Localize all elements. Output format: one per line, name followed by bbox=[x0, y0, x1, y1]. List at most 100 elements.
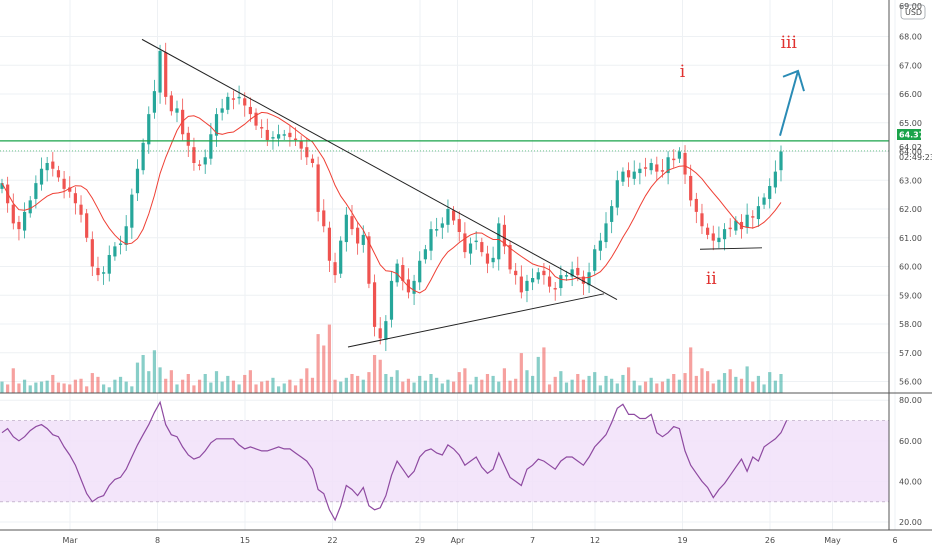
candle bbox=[418, 251, 422, 291]
volume-bar bbox=[694, 375, 698, 393]
candle bbox=[350, 204, 354, 236]
volume-bar bbox=[389, 376, 394, 393]
candle bbox=[118, 235, 123, 255]
volume-bar bbox=[779, 374, 783, 393]
volume-bar bbox=[689, 347, 693, 393]
time-tick-label: 12 bbox=[590, 536, 600, 545]
candle bbox=[717, 226, 721, 249]
candle bbox=[768, 178, 772, 209]
candle bbox=[164, 42, 168, 105]
candle bbox=[694, 192, 698, 224]
candle bbox=[39, 157, 44, 191]
arrow-head-icon bbox=[782, 69, 805, 92]
candle bbox=[570, 261, 574, 287]
candle bbox=[339, 236, 343, 278]
volume-bar bbox=[102, 384, 106, 393]
candle bbox=[446, 199, 450, 233]
volume-bar bbox=[649, 377, 653, 393]
trend-drawings bbox=[0, 38, 889, 348]
volume-bar bbox=[683, 373, 687, 393]
volume-bar bbox=[553, 376, 557, 393]
candle bbox=[73, 187, 77, 215]
volume-bar bbox=[638, 385, 642, 393]
candle bbox=[389, 271, 394, 328]
volume-bar bbox=[79, 378, 83, 393]
candle bbox=[734, 216, 738, 235]
candle bbox=[468, 237, 473, 265]
time-tick-label: 26 bbox=[765, 536, 775, 545]
price-tick-label: 60.00 bbox=[899, 263, 922, 272]
candle bbox=[423, 244, 427, 264]
volume-bar bbox=[124, 381, 128, 393]
volume-bar bbox=[344, 377, 348, 393]
wave-label: iii bbox=[781, 33, 798, 53]
time-tick-label: 19 bbox=[677, 536, 687, 545]
candle bbox=[401, 257, 405, 291]
volume-bar bbox=[367, 372, 371, 393]
volume-bar bbox=[621, 374, 625, 393]
candle bbox=[277, 124, 281, 147]
wave-label: ii bbox=[706, 269, 717, 289]
candle bbox=[626, 162, 631, 187]
volume-bar bbox=[322, 345, 326, 393]
candle bbox=[655, 156, 659, 182]
candle bbox=[435, 217, 439, 237]
volume-bar bbox=[305, 368, 309, 393]
volume-bar bbox=[327, 324, 332, 393]
candle bbox=[497, 217, 501, 271]
currency-badge[interactable]: USD bbox=[900, 4, 926, 20]
wave-ii-base-line bbox=[699, 247, 763, 250]
volume-bar bbox=[293, 385, 298, 393]
volume-bar bbox=[39, 381, 44, 393]
candle bbox=[96, 256, 100, 282]
candle bbox=[102, 266, 106, 285]
price-top-partial-label: 69.00 bbox=[899, 2, 922, 11]
candle bbox=[90, 231, 94, 276]
candle bbox=[491, 246, 495, 269]
volume-bar bbox=[497, 381, 501, 393]
candle bbox=[649, 158, 653, 175]
volume-bar bbox=[350, 374, 354, 393]
price-tick-label: 56.00 bbox=[899, 378, 922, 387]
candle bbox=[621, 167, 625, 186]
volume-bar bbox=[587, 375, 591, 393]
volume-bar bbox=[508, 380, 512, 393]
volume-bar bbox=[751, 381, 755, 393]
descending-trendline bbox=[141, 38, 618, 301]
volume-bar bbox=[632, 380, 636, 393]
candle bbox=[152, 79, 157, 119]
candle bbox=[632, 160, 636, 185]
volume-bar bbox=[474, 376, 478, 393]
candle bbox=[22, 202, 27, 239]
volume-bar bbox=[51, 374, 55, 393]
price-tick-label: 58.00 bbox=[899, 320, 922, 329]
volume-bar bbox=[85, 386, 89, 393]
candle bbox=[745, 203, 749, 234]
candle bbox=[638, 162, 642, 185]
candle bbox=[192, 137, 196, 171]
candle bbox=[356, 221, 360, 255]
volume-bar bbox=[73, 379, 77, 393]
candle bbox=[706, 223, 710, 240]
candle bbox=[779, 145, 783, 182]
candle bbox=[474, 231, 478, 250]
candle bbox=[237, 85, 241, 105]
volume-bar bbox=[570, 379, 574, 393]
volume-bar bbox=[401, 381, 405, 393]
volume-bar bbox=[722, 373, 727, 393]
candle bbox=[615, 170, 619, 216]
moving-average-line bbox=[1, 111, 782, 294]
candle bbox=[254, 108, 258, 130]
volume-bar bbox=[277, 386, 281, 393]
volume-bar bbox=[593, 372, 597, 393]
candle bbox=[536, 267, 540, 284]
candle bbox=[610, 200, 614, 234]
volume-bar bbox=[141, 355, 145, 393]
currency-label: USD bbox=[905, 8, 922, 17]
candle bbox=[683, 145, 687, 184]
volume-bar bbox=[28, 385, 32, 393]
volume-bar bbox=[11, 368, 15, 393]
candle bbox=[56, 165, 61, 182]
candle bbox=[643, 157, 648, 177]
candle bbox=[429, 221, 433, 261]
